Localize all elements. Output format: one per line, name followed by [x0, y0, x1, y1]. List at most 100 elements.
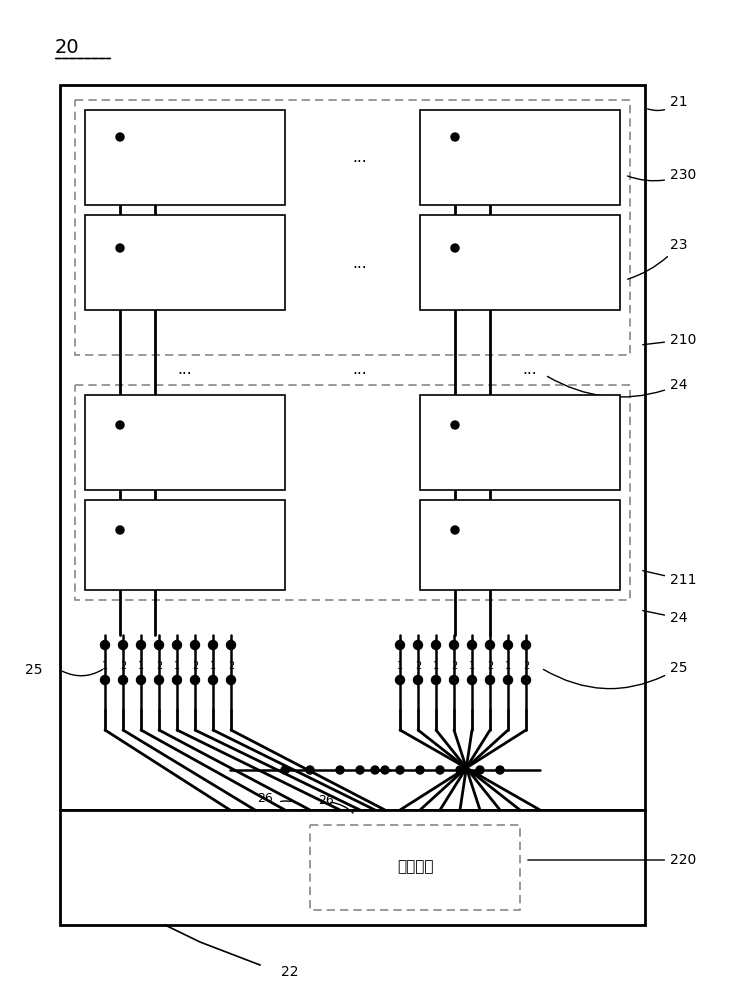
Circle shape	[416, 766, 424, 774]
Circle shape	[396, 766, 404, 774]
Circle shape	[137, 676, 145, 684]
Circle shape	[155, 676, 164, 684]
Text: 1: 1	[469, 661, 475, 671]
Text: ...: ...	[177, 362, 192, 377]
Text: 1: 1	[433, 661, 439, 671]
Text: ...: ...	[353, 149, 367, 164]
Text: 26: 26	[318, 794, 334, 806]
Circle shape	[413, 641, 423, 650]
Text: ...: ...	[177, 149, 192, 164]
Text: 24: 24	[548, 376, 688, 397]
Circle shape	[467, 641, 477, 650]
Circle shape	[413, 676, 423, 684]
Bar	[85, 500, 285, 590]
Circle shape	[118, 641, 128, 650]
Text: 1: 1	[174, 661, 180, 671]
Text: 2: 2	[451, 661, 457, 671]
Bar	[60, 810, 645, 925]
Bar	[420, 215, 620, 310]
Bar	[85, 215, 285, 310]
Circle shape	[116, 421, 124, 429]
Text: 220: 220	[528, 853, 696, 867]
Text: 211: 211	[642, 571, 696, 587]
Circle shape	[496, 766, 504, 774]
Circle shape	[504, 676, 512, 684]
Bar	[75, 385, 630, 600]
Circle shape	[118, 676, 128, 684]
Circle shape	[116, 244, 124, 252]
Bar	[85, 395, 285, 490]
Text: ...: ...	[177, 434, 192, 450]
Bar	[420, 500, 620, 590]
Circle shape	[396, 641, 404, 650]
Bar	[85, 110, 285, 205]
Circle shape	[476, 766, 484, 774]
Circle shape	[451, 421, 459, 429]
Text: 1: 1	[397, 661, 403, 671]
Circle shape	[191, 641, 199, 650]
Circle shape	[436, 766, 444, 774]
Circle shape	[137, 641, 145, 650]
Text: 1: 1	[210, 661, 216, 671]
Circle shape	[101, 641, 110, 650]
Text: 2: 2	[415, 661, 421, 671]
Circle shape	[155, 641, 164, 650]
Circle shape	[381, 766, 389, 774]
Text: ...: ...	[353, 362, 367, 377]
Circle shape	[521, 641, 531, 650]
Circle shape	[456, 766, 464, 774]
Circle shape	[336, 766, 344, 774]
Text: 补偿电路: 补偿电路	[396, 859, 433, 874]
Text: 24: 24	[642, 611, 688, 625]
Text: 25: 25	[543, 661, 688, 689]
Text: 1: 1	[505, 661, 511, 671]
Text: 22: 22	[281, 965, 299, 979]
Text: ...: ...	[353, 255, 367, 270]
Circle shape	[209, 641, 218, 650]
Circle shape	[485, 641, 494, 650]
Bar	[420, 110, 620, 205]
Circle shape	[485, 676, 494, 684]
Bar	[310, 825, 520, 910]
Text: 21: 21	[648, 95, 688, 111]
Text: ...: ...	[177, 538, 192, 552]
Text: 2: 2	[120, 661, 126, 671]
Circle shape	[396, 676, 404, 684]
Circle shape	[116, 526, 124, 534]
Circle shape	[226, 676, 236, 684]
Circle shape	[431, 641, 440, 650]
Circle shape	[371, 766, 379, 774]
Text: 2: 2	[228, 661, 234, 671]
Text: 230: 230	[628, 168, 696, 182]
Circle shape	[281, 766, 289, 774]
Text: 210: 210	[642, 333, 696, 347]
Text: 1: 1	[138, 661, 144, 671]
Circle shape	[116, 133, 124, 141]
Circle shape	[306, 766, 314, 774]
Text: 2: 2	[487, 661, 493, 671]
Circle shape	[101, 676, 110, 684]
Circle shape	[451, 133, 459, 141]
Text: 1: 1	[102, 661, 108, 671]
Circle shape	[172, 641, 182, 650]
Circle shape	[504, 641, 512, 650]
Text: 2: 2	[192, 661, 198, 671]
Text: 26: 26	[257, 792, 273, 804]
Circle shape	[467, 676, 477, 684]
Text: ...: ...	[523, 362, 537, 377]
Text: 2: 2	[523, 661, 529, 671]
Text: ...: ...	[177, 255, 192, 270]
Circle shape	[450, 676, 458, 684]
Circle shape	[521, 676, 531, 684]
Bar	[75, 100, 630, 355]
Circle shape	[451, 244, 459, 252]
Circle shape	[209, 676, 218, 684]
Circle shape	[431, 676, 440, 684]
Circle shape	[191, 676, 199, 684]
Circle shape	[451, 526, 459, 534]
Circle shape	[356, 766, 364, 774]
Text: 25: 25	[25, 663, 42, 677]
Text: 2: 2	[156, 661, 162, 671]
Text: 23: 23	[628, 238, 688, 279]
Circle shape	[172, 676, 182, 684]
